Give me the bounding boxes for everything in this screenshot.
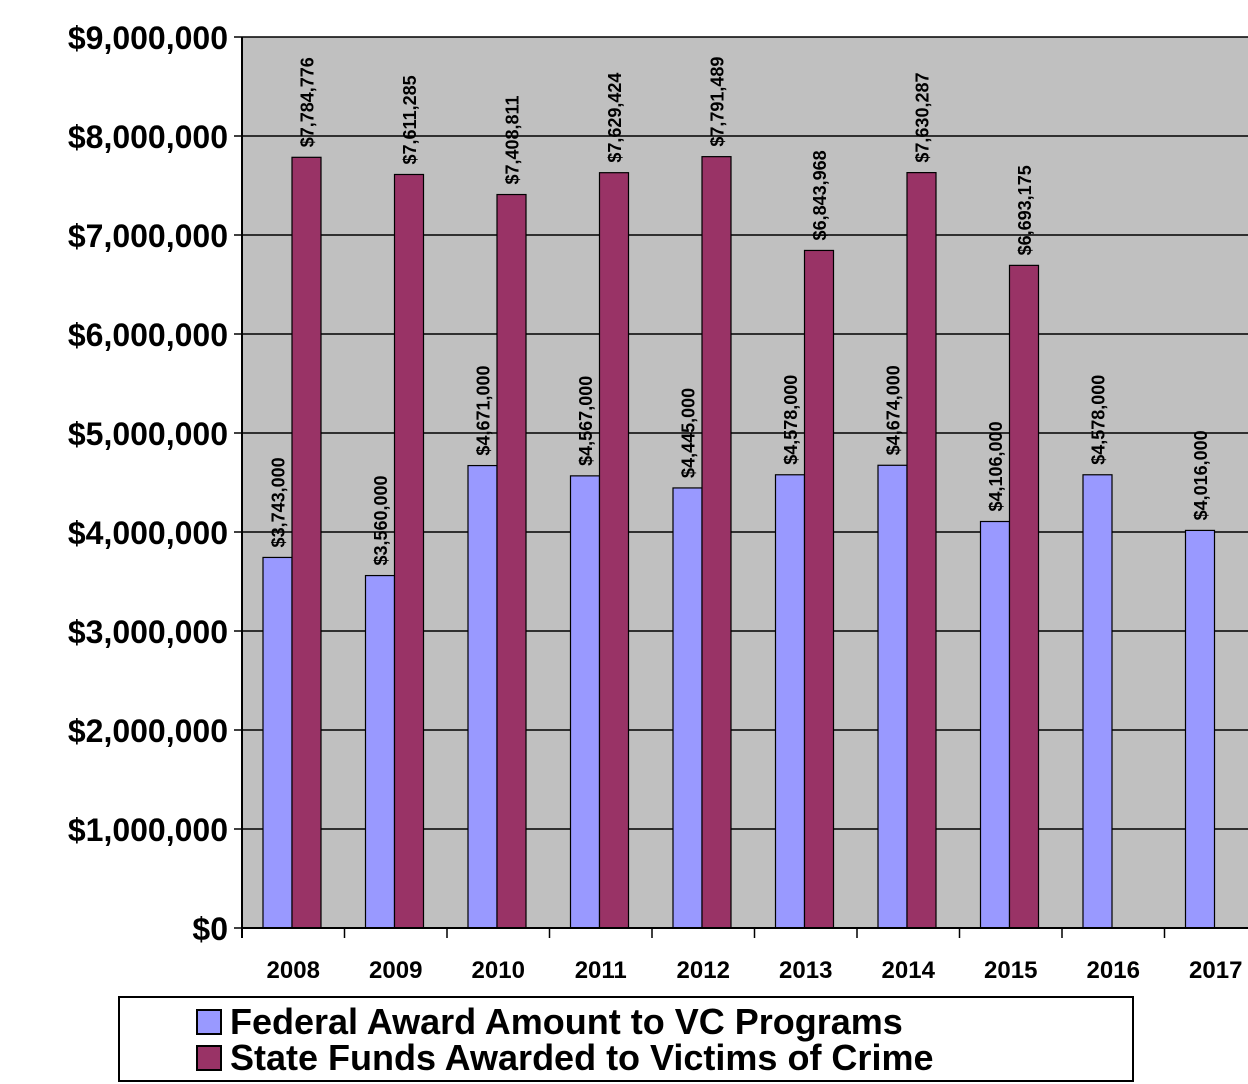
y-tick-label-4: $4,000,000 <box>68 515 228 551</box>
bar-state-2012 <box>701 156 732 929</box>
legend-swatch-federal <box>196 1009 222 1035</box>
data-label-federal-2013: $4,578,000 <box>781 375 801 465</box>
x-tick-label-2011: 2011 <box>575 957 627 984</box>
data-label-state-2009: $7,611,285 <box>400 75 420 164</box>
data-label-state-2011: $7,629,424 <box>605 73 625 163</box>
bar-federal-2016 <box>1082 474 1113 929</box>
y-tick-label-8: $8,000,000 <box>68 119 228 155</box>
x-tick-label-2008: 2008 <box>267 957 320 984</box>
y-tick-label-7: $7,000,000 <box>68 218 228 254</box>
y-tick-label-1: $1,000,000 <box>68 812 228 848</box>
bar-federal-2008 <box>262 556 293 929</box>
legend-item-federal: Federal Award Amount to VC Programs <box>196 1004 903 1040</box>
x-tick-label-2017: 2017 <box>1189 957 1242 984</box>
y-tick-label-6: $6,000,000 <box>68 317 228 353</box>
data-label-federal-2014: $4,674,000 <box>884 365 904 455</box>
legend-item-state: State Funds Awarded to Victims of Crime <box>196 1040 933 1076</box>
x-tick-label-2016: 2016 <box>1087 957 1140 984</box>
x-tick-label-2012: 2012 <box>677 957 730 984</box>
bar-federal-2012 <box>672 487 703 929</box>
legend-label-state: State Funds Awarded to Victims of Crime <box>230 1037 934 1078</box>
bar-state-2013 <box>803 249 835 929</box>
y-tick-label-2: $2,000,000 <box>68 713 228 749</box>
bar-state-2010 <box>496 193 527 929</box>
bar-federal-2010 <box>467 464 498 929</box>
bar-state-2008 <box>291 156 322 929</box>
legend-label-federal: Federal Award Amount to VC Programs <box>230 1001 903 1042</box>
data-label-state-2014: $7,630,287 <box>913 73 933 163</box>
data-label-federal-2016: $4,578,000 <box>1089 375 1109 465</box>
data-label-state-2008: $7,784,776 <box>298 57 318 147</box>
legend-swatch-state <box>196 1045 222 1071</box>
bar-state-2014 <box>906 172 937 929</box>
data-label-federal-2008: $3,743,000 <box>269 457 289 547</box>
data-label-federal-2017: $4,016,000 <box>1191 430 1211 520</box>
data-label-federal-2012: $4,445,000 <box>679 388 699 478</box>
y-tick-label-3: $3,000,000 <box>68 614 228 650</box>
data-label-federal-2009: $3,560,000 <box>371 475 391 565</box>
x-tick-label-2013: 2013 <box>779 957 832 984</box>
axes <box>234 36 1248 938</box>
y-tick-label-9: $9,000,000 <box>68 20 228 56</box>
x-tick-label-2010: 2010 <box>472 957 525 984</box>
data-label-federal-2011: $4,567,000 <box>576 376 596 466</box>
bar-federal-2017 <box>1184 529 1216 929</box>
bar-federal-2015 <box>979 520 1011 929</box>
x-tick-label-2015: 2015 <box>984 957 1037 984</box>
y-tick-label-5: $5,000,000 <box>68 416 228 452</box>
bar-state-2015 <box>1008 264 1040 929</box>
data-label-federal-2015: $4,106,000 <box>986 421 1006 511</box>
data-label-state-2010: $7,408,811 <box>503 95 523 184</box>
bar-federal-2011 <box>569 475 601 929</box>
y-tick-labels: $0 $1,000,000 $2,000,000 $3,000,000 $4,000,0… <box>68 20 228 947</box>
x-tick-label-2014: 2014 <box>882 957 936 984</box>
data-label-state-2012: $7,791,489 <box>708 57 728 147</box>
data-labels: $3,743,000 $7,784,776 $3,560,000 $7,611,285… <box>269 57 1212 566</box>
data-label-federal-2010: $4,671,000 <box>474 365 494 455</box>
bar-state-2011 <box>598 172 630 929</box>
x-tick-label-2009: 2009 <box>369 957 422 984</box>
legend: Federal Award Amount to VC Programs Stat… <box>118 996 1134 1082</box>
data-label-state-2015: $6,693,175 <box>1015 165 1035 255</box>
data-label-state-2013: $6,843,968 <box>810 150 830 240</box>
bar-federal-2009 <box>364 574 396 929</box>
bar-federal-2014 <box>877 464 908 929</box>
bars <box>262 156 1216 929</box>
x-tick-labels: 2008 2009 2010 2011 2012 2013 2014 2015 2016 2017 <box>267 957 1243 984</box>
bar-federal-2013 <box>774 474 806 929</box>
bar-state-2009 <box>393 173 425 929</box>
y-tick-label-0: $0 <box>192 911 228 947</box>
